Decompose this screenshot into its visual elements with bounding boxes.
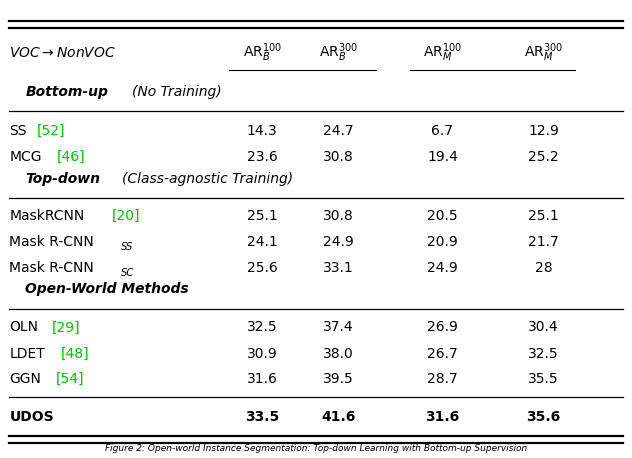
Text: 20.5: 20.5 — [427, 209, 458, 223]
Text: 25.1: 25.1 — [247, 209, 277, 223]
Text: SC: SC — [121, 268, 134, 278]
Text: [54]: [54] — [56, 372, 84, 386]
Text: 33.5: 33.5 — [245, 410, 279, 424]
Text: 33.1: 33.1 — [323, 261, 353, 275]
Text: 26.7: 26.7 — [427, 347, 458, 360]
Text: 35.5: 35.5 — [528, 372, 559, 386]
Text: 37.4: 37.4 — [323, 321, 353, 334]
Text: 38.0: 38.0 — [323, 347, 353, 360]
Text: 41.6: 41.6 — [321, 410, 355, 424]
Text: LDET: LDET — [9, 347, 46, 360]
Text: 31.6: 31.6 — [425, 410, 459, 424]
Text: 24.9: 24.9 — [323, 235, 353, 249]
Text: OLN: OLN — [9, 321, 39, 334]
Text: 32.5: 32.5 — [247, 321, 277, 334]
Text: [46]: [46] — [56, 150, 85, 164]
Text: 25.2: 25.2 — [528, 150, 559, 164]
Text: 35.6: 35.6 — [526, 410, 561, 424]
Text: Bottom-up: Bottom-up — [25, 85, 108, 98]
Text: [29]: [29] — [52, 321, 81, 334]
Text: 39.5: 39.5 — [323, 372, 353, 386]
Text: 28.7: 28.7 — [427, 372, 458, 386]
Text: 31.6: 31.6 — [247, 372, 277, 386]
Text: Mask R-CNN: Mask R-CNN — [9, 261, 94, 275]
Text: $\mathrm{AR}^{300}_{B}$: $\mathrm{AR}^{300}_{B}$ — [319, 41, 358, 64]
Text: 30.8: 30.8 — [323, 209, 353, 223]
Text: 14.3: 14.3 — [247, 124, 277, 137]
Text: SS: SS — [121, 242, 133, 252]
Text: (Class-agnostic Training): (Class-agnostic Training) — [122, 172, 293, 185]
Text: MaskRCNN: MaskRCNN — [9, 209, 85, 223]
Text: (No Training): (No Training) — [132, 85, 222, 98]
Text: Top-down: Top-down — [25, 172, 100, 185]
Text: 24.7: 24.7 — [323, 124, 353, 137]
Text: 30.9: 30.9 — [247, 347, 277, 360]
Text: 30.4: 30.4 — [528, 321, 559, 334]
Text: 28: 28 — [535, 261, 552, 275]
Text: 21.7: 21.7 — [528, 235, 559, 249]
Text: 12.9: 12.9 — [528, 124, 559, 137]
Text: 25.6: 25.6 — [247, 261, 277, 275]
Text: $\mathrm{AR}^{300}_{M}$: $\mathrm{AR}^{300}_{M}$ — [524, 41, 563, 64]
Text: 24.9: 24.9 — [427, 261, 458, 275]
Text: $\mathrm{AR}^{100}_{M}$: $\mathrm{AR}^{100}_{M}$ — [423, 41, 462, 64]
Text: [20]: [20] — [112, 209, 140, 223]
Text: MCG: MCG — [9, 150, 42, 164]
Text: 30.8: 30.8 — [323, 150, 353, 164]
Text: GGN: GGN — [9, 372, 41, 386]
Text: 20.9: 20.9 — [427, 235, 458, 249]
Text: SS: SS — [9, 124, 27, 137]
Text: Figure 2: Open-world Instance Segmentation: Top-down Learning with Bottom-up Sup: Figure 2: Open-world Instance Segmentati… — [105, 443, 527, 453]
Text: Open-World Methods: Open-World Methods — [25, 283, 189, 296]
Text: $\mathrm{AR}^{100}_{B}$: $\mathrm{AR}^{100}_{B}$ — [243, 41, 282, 64]
Text: 19.4: 19.4 — [427, 150, 458, 164]
Text: Mask R-CNN: Mask R-CNN — [9, 235, 94, 249]
Text: 32.5: 32.5 — [528, 347, 559, 360]
Text: [52]: [52] — [37, 124, 66, 137]
Text: 26.9: 26.9 — [427, 321, 458, 334]
Text: [48]: [48] — [61, 347, 89, 360]
Text: 6.7: 6.7 — [432, 124, 453, 137]
Text: UDOS: UDOS — [9, 410, 54, 424]
Text: 23.6: 23.6 — [247, 150, 277, 164]
Text: 24.1: 24.1 — [247, 235, 277, 249]
Text: 25.1: 25.1 — [528, 209, 559, 223]
Text: $\mathit{VOC}{\rightarrow}\mathit{NonVOC}$: $\mathit{VOC}{\rightarrow}\mathit{NonVOC… — [9, 46, 116, 60]
